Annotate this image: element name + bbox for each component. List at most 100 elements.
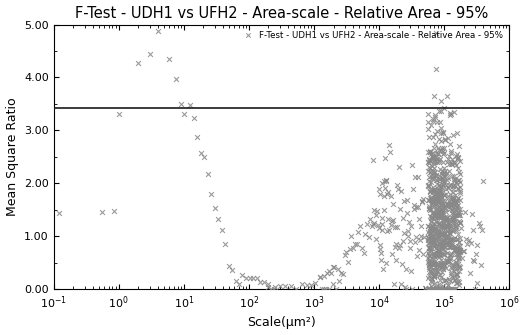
F-Test - UDH1 vs UFH2 - Area-scale - Relative Area - 95% xyxy=(445,231,453,236)
F-Test - UDH1 vs UFH2 - Area-scale - Relative Area - 95% xyxy=(447,194,455,200)
F-Test - UDH1 vs UFH2 - Area-scale - Relative Area - 95% xyxy=(445,183,454,188)
F-Test - UDH1 vs UFH2 - Area-scale - Relative Area - 95% xyxy=(448,156,456,161)
F-Test - UDH1 vs UFH2 - Area-scale - Relative Area - 95% xyxy=(436,263,445,268)
F-Test - UDH1 vs UFH2 - Area-scale - Relative Area - 95% xyxy=(403,197,412,202)
F-Test - UDH1 vs UFH2 - Area-scale - Relative Area - 95% xyxy=(425,253,433,258)
F-Test - UDH1 vs UFH2 - Area-scale - Relative Area - 95% xyxy=(428,191,436,196)
F-Test - UDH1 vs UFH2 - Area-scale - Relative Area - 95% xyxy=(329,264,338,270)
F-Test - UDH1 vs UFH2 - Area-scale - Relative Area - 95% xyxy=(425,232,433,237)
F-Test - UDH1 vs UFH2 - Area-scale - Relative Area - 95% xyxy=(424,238,432,243)
F-Test - UDH1 vs UFH2 - Area-scale - Relative Area - 95% xyxy=(438,231,447,236)
F-Test - UDH1 vs UFH2 - Area-scale - Relative Area - 95% xyxy=(330,264,339,270)
F-Test - UDH1 vs UFH2 - Area-scale - Relative Area - 95% xyxy=(388,251,396,256)
F-Test - UDH1 vs UFH2 - Area-scale - Relative Area - 95% xyxy=(433,182,442,187)
F-Test - UDH1 vs UFH2 - Area-scale - Relative Area - 95% xyxy=(440,287,448,292)
F-Test - UDH1 vs UFH2 - Area-scale - Relative Area - 95% xyxy=(390,281,398,287)
F-Test - UDH1 vs UFH2 - Area-scale - Relative Area - 95% xyxy=(426,207,435,212)
F-Test - UDH1 vs UFH2 - Area-scale - Relative Area - 95% xyxy=(435,242,444,247)
F-Test - UDH1 vs UFH2 - Area-scale - Relative Area - 95% xyxy=(445,241,454,246)
F-Test - UDH1 vs UFH2 - Area-scale - Relative Area - 95% xyxy=(456,219,464,225)
F-Test - UDH1 vs UFH2 - Area-scale - Relative Area - 95% xyxy=(453,236,461,241)
F-Test - UDH1 vs UFH2 - Area-scale - Relative Area - 95% xyxy=(375,225,383,231)
F-Test - UDH1 vs UFH2 - Area-scale - Relative Area - 95% xyxy=(448,241,456,246)
F-Test - UDH1 vs UFH2 - Area-scale - Relative Area - 95% xyxy=(437,194,445,199)
F-Test - UDH1 vs UFH2 - Area-scale - Relative Area - 95% xyxy=(426,168,435,174)
F-Test - UDH1 vs UFH2 - Area-scale - Relative Area - 95% xyxy=(440,248,449,253)
F-Test - UDH1 vs UFH2 - Area-scale - Relative Area - 95% xyxy=(442,216,450,222)
F-Test - UDH1 vs UFH2 - Area-scale - Relative Area - 95% xyxy=(245,276,254,281)
F-Test - UDH1 vs UFH2 - Area-scale - Relative Area - 95% xyxy=(478,227,486,232)
F-Test - UDH1 vs UFH2 - Area-scale - Relative Area - 95% xyxy=(180,111,188,116)
F-Test - UDH1 vs UFH2 - Area-scale - Relative Area - 95% xyxy=(452,201,460,206)
F-Test - UDH1 vs UFH2 - Area-scale - Relative Area - 95% xyxy=(435,264,444,270)
F-Test - UDH1 vs UFH2 - Area-scale - Relative Area - 95% xyxy=(440,145,448,150)
F-Test - UDH1 vs UFH2 - Area-scale - Relative Area - 95% xyxy=(441,239,449,244)
F-Test - UDH1 vs UFH2 - Area-scale - Relative Area - 95% xyxy=(427,276,435,281)
F-Test - UDH1 vs UFH2 - Area-scale - Relative Area - 95% xyxy=(439,159,448,164)
F-Test - UDH1 vs UFH2 - Area-scale - Relative Area - 95% xyxy=(450,287,459,292)
F-Test - UDH1 vs UFH2 - Area-scale - Relative Area - 95% xyxy=(287,283,295,288)
F-Test - UDH1 vs UFH2 - Area-scale - Relative Area - 95% xyxy=(413,254,421,259)
F-Test - UDH1 vs UFH2 - Area-scale - Relative Area - 95% xyxy=(428,262,437,267)
F-Test - UDH1 vs UFH2 - Area-scale - Relative Area - 95% xyxy=(430,239,438,244)
F-Test - UDH1 vs UFH2 - Area-scale - Relative Area - 95% xyxy=(431,255,439,260)
F-Test - UDH1 vs UFH2 - Area-scale - Relative Area - 95% xyxy=(429,223,437,228)
F-Test - UDH1 vs UFH2 - Area-scale - Relative Area - 95% xyxy=(425,287,434,292)
F-Test - UDH1 vs UFH2 - Area-scale - Relative Area - 95% xyxy=(403,210,411,215)
F-Test - UDH1 vs UFH2 - Area-scale - Relative Area - 95% xyxy=(437,188,445,194)
F-Test - UDH1 vs UFH2 - Area-scale - Relative Area - 95% xyxy=(446,227,454,233)
F-Test - UDH1 vs UFH2 - Area-scale - Relative Area - 95% xyxy=(429,239,437,244)
F-Test - UDH1 vs UFH2 - Area-scale - Relative Area - 95% xyxy=(429,189,438,194)
F-Test - UDH1 vs UFH2 - Area-scale - Relative Area - 95% xyxy=(444,243,453,248)
F-Test - UDH1 vs UFH2 - Area-scale - Relative Area - 95% xyxy=(442,215,450,220)
F-Test - UDH1 vs UFH2 - Area-scale - Relative Area - 95% xyxy=(436,166,444,171)
F-Test - UDH1 vs UFH2 - Area-scale - Relative Area - 95% xyxy=(429,156,438,161)
F-Test - UDH1 vs UFH2 - Area-scale - Relative Area - 95% xyxy=(444,175,453,181)
F-Test - UDH1 vs UFH2 - Area-scale - Relative Area - 95% xyxy=(428,285,437,290)
F-Test - UDH1 vs UFH2 - Area-scale - Relative Area - 95% xyxy=(479,178,487,183)
F-Test - UDH1 vs UFH2 - Area-scale - Relative Area - 95% xyxy=(434,287,442,292)
F-Test - UDH1 vs UFH2 - Area-scale - Relative Area - 95% xyxy=(436,206,445,211)
F-Test - UDH1 vs UFH2 - Area-scale - Relative Area - 95% xyxy=(433,199,442,204)
F-Test - UDH1 vs UFH2 - Area-scale - Relative Area - 95% xyxy=(456,220,464,225)
F-Test - UDH1 vs UFH2 - Area-scale - Relative Area - 95% xyxy=(437,139,445,144)
F-Test - UDH1 vs UFH2 - Area-scale - Relative Area - 95% xyxy=(370,207,379,213)
F-Test - UDH1 vs UFH2 - Area-scale - Relative Area - 95% xyxy=(441,287,449,292)
F-Test - UDH1 vs UFH2 - Area-scale - Relative Area - 95% xyxy=(438,199,446,204)
F-Test - UDH1 vs UFH2 - Area-scale - Relative Area - 95% xyxy=(428,153,437,159)
F-Test - UDH1 vs UFH2 - Area-scale - Relative Area - 95% xyxy=(456,235,464,241)
F-Test - UDH1 vs UFH2 - Area-scale - Relative Area - 95% xyxy=(472,280,481,286)
F-Test - UDH1 vs UFH2 - Area-scale - Relative Area - 95% xyxy=(429,93,438,98)
F-Test - UDH1 vs UFH2 - Area-scale - Relative Area - 95% xyxy=(398,238,407,244)
F-Test - UDH1 vs UFH2 - Area-scale - Relative Area - 95% xyxy=(431,131,439,136)
F-Test - UDH1 vs UFH2 - Area-scale - Relative Area - 95% xyxy=(446,201,455,207)
F-Test - UDH1 vs UFH2 - Area-scale - Relative Area - 95% xyxy=(442,261,450,266)
F-Test - UDH1 vs UFH2 - Area-scale - Relative Area - 95% xyxy=(434,222,443,227)
F-Test - UDH1 vs UFH2 - Area-scale - Relative Area - 95% xyxy=(443,217,452,222)
F-Test - UDH1 vs UFH2 - Area-scale - Relative Area - 95% xyxy=(432,173,440,178)
F-Test - UDH1 vs UFH2 - Area-scale - Relative Area - 95% xyxy=(386,222,395,227)
F-Test - UDH1 vs UFH2 - Area-scale - Relative Area - 95% xyxy=(352,242,361,247)
F-Test - UDH1 vs UFH2 - Area-scale - Relative Area - 95% xyxy=(452,250,460,255)
F-Test - UDH1 vs UFH2 - Area-scale - Relative Area - 95% xyxy=(454,186,462,192)
F-Test - UDH1 vs UFH2 - Area-scale - Relative Area - 95% xyxy=(468,212,476,217)
F-Test - UDH1 vs UFH2 - Area-scale - Relative Area - 95% xyxy=(442,237,450,243)
F-Test - UDH1 vs UFH2 - Area-scale - Relative Area - 95% xyxy=(432,191,440,196)
F-Test - UDH1 vs UFH2 - Area-scale - Relative Area - 95% xyxy=(186,102,195,108)
F-Test - UDH1 vs UFH2 - Area-scale - Relative Area - 95% xyxy=(435,220,443,226)
F-Test - UDH1 vs UFH2 - Area-scale - Relative Area - 95% xyxy=(444,223,452,228)
F-Test - UDH1 vs UFH2 - Area-scale - Relative Area - 95% xyxy=(432,245,440,250)
F-Test - UDH1 vs UFH2 - Area-scale - Relative Area - 95% xyxy=(429,285,438,290)
F-Test - UDH1 vs UFH2 - Area-scale - Relative Area - 95% xyxy=(369,221,377,227)
F-Test - UDH1 vs UFH2 - Area-scale - Relative Area - 95% xyxy=(439,201,447,206)
F-Test - UDH1 vs UFH2 - Area-scale - Relative Area - 95% xyxy=(418,200,426,205)
F-Test - UDH1 vs UFH2 - Area-scale - Relative Area - 95% xyxy=(438,171,447,177)
F-Test - UDH1 vs UFH2 - Area-scale - Relative Area - 95% xyxy=(430,287,439,292)
F-Test - UDH1 vs UFH2 - Area-scale - Relative Area - 95% xyxy=(433,156,441,162)
F-Test - UDH1 vs UFH2 - Area-scale - Relative Area - 95% xyxy=(442,216,450,222)
F-Test - UDH1 vs UFH2 - Area-scale - Relative Area - 95% xyxy=(433,261,442,267)
F-Test - UDH1 vs UFH2 - Area-scale - Relative Area - 95% xyxy=(424,287,432,292)
F-Test - UDH1 vs UFH2 - Area-scale - Relative Area - 95% xyxy=(433,212,442,217)
F-Test - UDH1 vs UFH2 - Area-scale - Relative Area - 95% xyxy=(408,287,416,292)
F-Test - UDH1 vs UFH2 - Area-scale - Relative Area - 95% xyxy=(438,266,447,272)
